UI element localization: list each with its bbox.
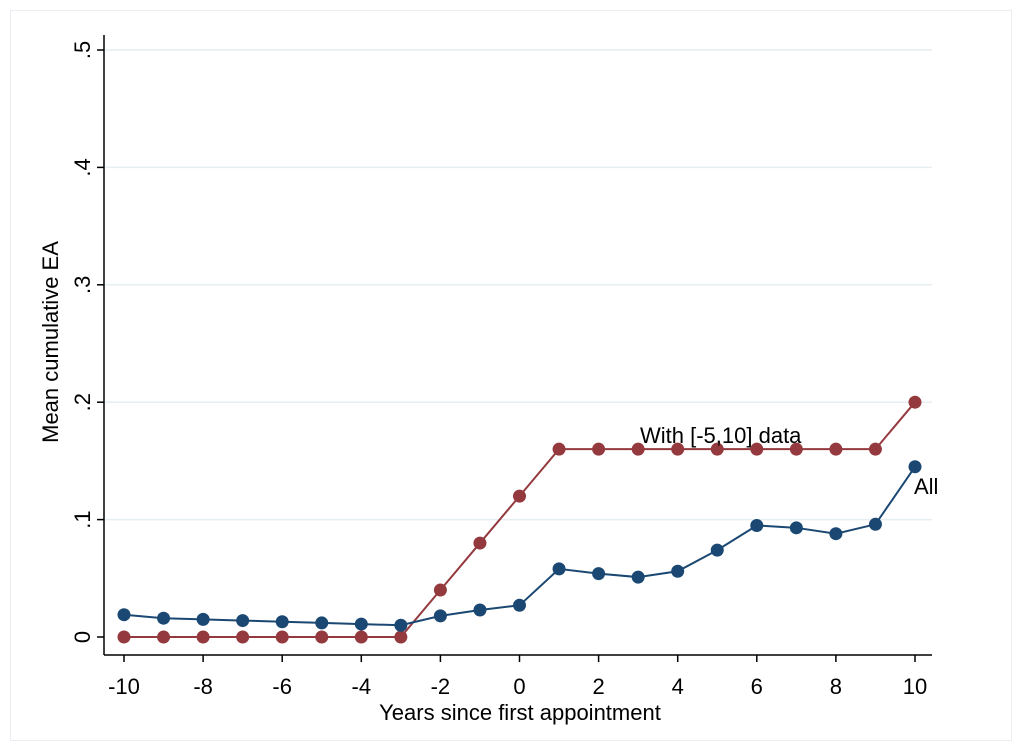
x-tick-label: 10 <box>903 674 927 699</box>
data-point <box>868 517 882 531</box>
data-point <box>394 618 408 632</box>
data-point <box>631 570 645 584</box>
data-point <box>710 442 724 456</box>
data-point <box>671 564 685 578</box>
data-point <box>236 614 250 628</box>
y-tick-label: .1 <box>70 510 95 528</box>
x-tick-label: 0 <box>513 674 525 699</box>
data-point <box>354 630 368 644</box>
chart-border <box>10 10 1012 741</box>
data-point <box>354 617 368 631</box>
data-point <box>117 630 131 644</box>
data-point <box>710 543 724 557</box>
data-point <box>789 521 803 535</box>
data-point <box>750 442 764 456</box>
x-tick-label: -4 <box>352 674 372 699</box>
data-point <box>829 442 843 456</box>
y-tick-label: .5 <box>70 41 95 59</box>
data-point <box>868 442 882 456</box>
data-point <box>592 567 606 581</box>
data-point <box>196 612 210 626</box>
x-axis-label: Years since first appointment <box>379 700 661 725</box>
y-axis-label: Mean cumulative EA <box>38 241 63 443</box>
data-point <box>829 527 843 541</box>
x-tick-label: 8 <box>830 674 842 699</box>
data-point <box>473 603 487 617</box>
data-point <box>513 598 526 612</box>
data-point <box>473 536 487 550</box>
data-point <box>236 630 250 644</box>
series-layer <box>117 395 922 644</box>
axes: 0 .1 .2 .3 .4 .5 -10 -8 -6 -4 -2 0 2 4 6 8 10 <box>70 35 932 699</box>
data-point <box>433 583 447 597</box>
y-tick-label: .2 <box>70 393 95 411</box>
series-label: All <box>914 474 938 499</box>
y-tick-label: .4 <box>70 158 95 176</box>
data-point <box>671 442 685 456</box>
data-point <box>631 442 645 456</box>
data-point <box>908 395 922 409</box>
series-label: With [-5,10] data <box>640 423 802 448</box>
data-point <box>275 615 289 629</box>
y-tick-label: .3 <box>70 276 95 294</box>
labels-layer: With [-5,10] data All <box>640 423 938 499</box>
data-point <box>157 630 171 644</box>
data-point <box>513 489 526 503</box>
x-tick-label: -6 <box>272 674 292 699</box>
y-tick-label: 0 <box>70 631 95 643</box>
x-tick-label: 6 <box>751 674 763 699</box>
x-tick-label: 2 <box>592 674 604 699</box>
data-point <box>196 630 210 644</box>
data-point <box>394 630 408 644</box>
data-point <box>908 460 922 474</box>
gridlines <box>105 49 932 521</box>
x-tick-label: -8 <box>193 674 213 699</box>
data-point <box>750 518 764 532</box>
data-point <box>117 608 131 622</box>
data-point <box>315 616 329 630</box>
data-point <box>552 562 566 576</box>
x-tick-label: 4 <box>672 674 684 699</box>
x-tick-label: -2 <box>431 674 451 699</box>
data-point <box>552 442 566 456</box>
x-tick-label: -10 <box>108 674 140 699</box>
data-point <box>592 442 606 456</box>
data-point <box>789 442 803 456</box>
data-point <box>157 611 171 625</box>
data-point <box>275 630 289 644</box>
data-point <box>433 609 447 623</box>
data-point <box>315 630 329 644</box>
